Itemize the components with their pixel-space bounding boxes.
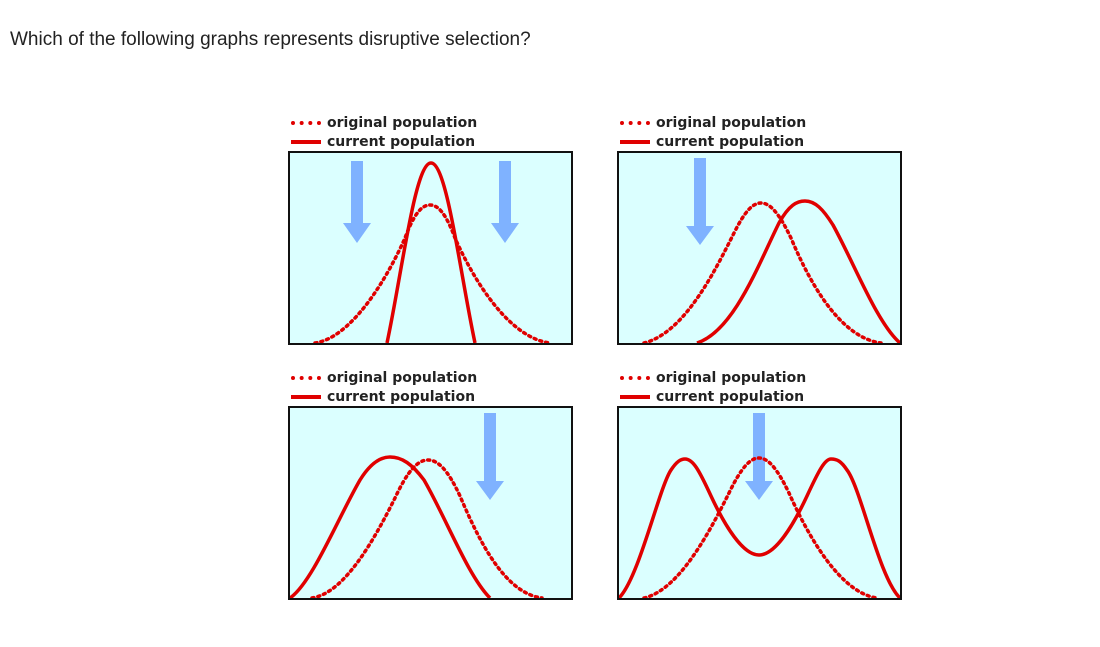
graph-d-svg <box>619 413 900 598</box>
solid-line-swatch <box>620 140 650 144</box>
original-population-curve <box>313 203 552 343</box>
down-arrow-icon <box>745 413 773 500</box>
legend-item-current: current population <box>291 133 475 151</box>
graph-option-a[interactable]: original population current population <box>288 113 573 345</box>
legend-label-current: current population <box>656 134 805 150</box>
graph-plot-area <box>288 151 573 345</box>
down-arrow-icon <box>343 161 371 243</box>
graph-option-d[interactable]: original population current population <box>617 368 902 600</box>
dotted-line-swatch <box>291 121 321 125</box>
legend-label-current: current population <box>327 389 476 405</box>
legend-label-original: original population <box>327 115 478 131</box>
graph-plot-area <box>617 406 902 600</box>
graph-c-svg <box>290 413 544 598</box>
legend-item-original: original population <box>620 114 806 132</box>
legend-label-original: original population <box>327 370 478 386</box>
original-population-curve <box>642 456 879 598</box>
legend-label-original: original population <box>656 370 807 386</box>
graph-legend: original population current population <box>617 113 902 151</box>
graph-legend: original population current population <box>288 368 573 406</box>
down-arrow-icon <box>476 413 504 500</box>
legend-label-current: current population <box>656 389 805 405</box>
dotted-line-swatch <box>620 121 650 125</box>
solid-line-swatch <box>291 395 321 399</box>
current-population-curve <box>385 161 477 343</box>
down-arrow-icon <box>686 158 714 245</box>
legend-item-original: original population <box>291 369 477 387</box>
current-population-curve <box>696 199 900 343</box>
solid-line-swatch <box>620 395 650 399</box>
dotted-line-swatch <box>291 376 321 380</box>
legend-label-original: original population <box>656 115 807 131</box>
graph-option-c[interactable]: original population current population <box>288 368 573 600</box>
question-text: Which of the following graphs represents… <box>10 29 531 50</box>
down-arrow-icon <box>491 161 519 243</box>
graph-legend: original population current population <box>288 113 573 151</box>
legend-item-current: current population <box>291 388 475 406</box>
legend-item-original: original population <box>291 114 477 132</box>
legend-item-current: current population <box>620 388 804 406</box>
solid-line-swatch <box>291 140 321 144</box>
graph-legend: original population current population <box>617 368 902 406</box>
current-population-curve <box>619 457 900 598</box>
current-population-curve <box>290 455 492 598</box>
graph-plot-area <box>288 406 573 600</box>
legend-label-current: current population <box>327 134 476 150</box>
graph-a-svg <box>313 161 552 343</box>
legend-item-current: current population <box>620 133 804 151</box>
graph-b-svg <box>642 158 900 343</box>
graph-plot-area <box>617 151 902 345</box>
graph-option-b[interactable]: original population current population <box>617 113 902 345</box>
original-population-curve <box>642 201 883 343</box>
original-population-curve <box>310 458 544 598</box>
legend-item-original: original population <box>620 369 806 387</box>
dotted-line-swatch <box>620 376 650 380</box>
